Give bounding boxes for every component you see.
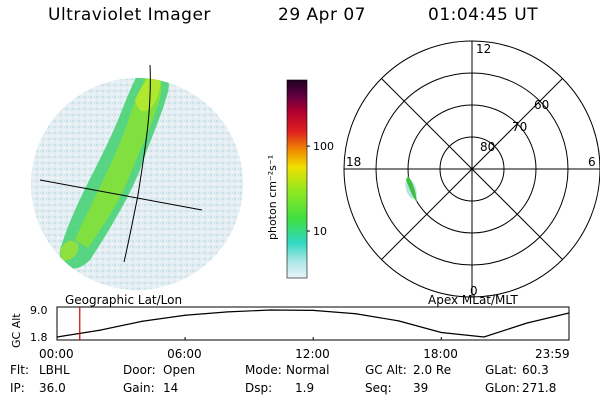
x-tick-label: 00:00	[39, 347, 74, 361]
status-value: Open	[163, 363, 196, 377]
colorbar-gradient	[286, 79, 308, 279]
longitude-track-line	[123, 64, 151, 263]
mlt-label: 12	[476, 42, 491, 56]
status-label: GLon:	[485, 381, 520, 395]
app-title: Ultraviolet Imager	[48, 5, 211, 25]
status-value: 60.3	[522, 363, 549, 377]
series-point	[312, 309, 314, 311]
series-point	[227, 311, 229, 313]
series-point	[483, 336, 485, 338]
mlt-meridian	[381, 78, 563, 260]
colorbar-label: photon cm⁻²s⁻¹	[266, 155, 279, 240]
lat-label: 80	[480, 140, 495, 154]
geographic-image-panel	[31, 64, 243, 290]
x-tick-label: 18:00	[423, 347, 458, 361]
y-tick-label: 1.8	[30, 331, 48, 344]
series-point	[269, 309, 272, 311]
status-value: 1.9	[295, 381, 315, 395]
series-point	[440, 331, 442, 334]
y-tick-label: 9.0	[30, 304, 48, 317]
x-tick-label: 23:59	[535, 347, 570, 361]
date-label: 29 Apr 07	[278, 5, 366, 25]
mlt-label: 0	[470, 284, 478, 298]
series-point	[141, 320, 143, 322]
colorbar: 100 10 photon cm⁻²s⁻¹	[266, 79, 334, 279]
status-label: GC Alt:	[365, 363, 407, 377]
status-value: 36.0	[39, 381, 66, 395]
status-value: 14	[163, 381, 179, 395]
latitude-track-line	[39, 179, 203, 211]
right-panel-caption: Apex MLat/MLT	[428, 293, 518, 307]
y-axis-label: GC Alt	[10, 313, 23, 348]
time-label: 01:04:45 UT	[428, 5, 539, 25]
left-panel-caption: Geographic Lat/Lon	[65, 293, 183, 307]
status-value: 271.8	[522, 381, 557, 395]
status-label: Door:	[123, 363, 156, 377]
series-point	[526, 322, 528, 324]
status-label: GLat:	[485, 363, 518, 377]
status-label: Gain:	[123, 381, 155, 395]
series-point	[355, 313, 357, 315]
gc-alt-chart: 9.0 1.8 GC Alt 00:00 06:00 12:00 18:00 23:59	[10, 304, 570, 361]
x-tick-label: 06:00	[167, 347, 202, 361]
series-point	[56, 336, 58, 338]
mlt-label: 6	[588, 155, 596, 169]
status-label: Mode:	[245, 363, 282, 377]
colorbar-tick-label: 10	[313, 225, 327, 238]
status-value: Normal	[286, 363, 330, 377]
status-label: Seq:	[365, 381, 392, 395]
series-line	[56, 309, 570, 338]
status-value: 2.0 Re	[413, 363, 452, 377]
x-tick-label: 12:00	[295, 347, 330, 361]
lat-label: 60	[534, 98, 549, 112]
status-label: Flt:	[10, 363, 29, 377]
projected-aurora	[406, 176, 417, 202]
series-point	[99, 329, 101, 331]
mlt-label: 18	[346, 155, 361, 169]
status-label: IP:	[10, 381, 25, 395]
lat-label: 70	[512, 120, 527, 134]
colorbar-tick-label: 100	[313, 140, 334, 153]
status-value: LBHL	[39, 363, 70, 377]
aurora-emission	[59, 78, 169, 269]
series-point	[184, 314, 186, 316]
series-point	[397, 320, 400, 322]
status-label: Dsp:	[245, 381, 273, 395]
series-point	[568, 312, 570, 314]
status-value: 39	[413, 381, 429, 395]
